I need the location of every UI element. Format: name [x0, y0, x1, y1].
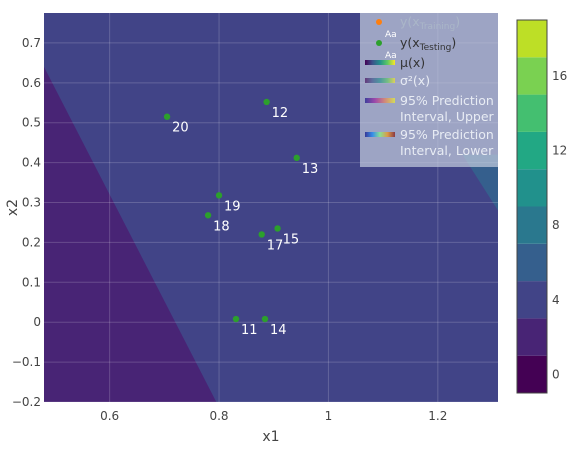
- colorbar-outline: [516, 19, 548, 394]
- legend-label-sub: Testing: [419, 43, 452, 53]
- y-tick-label: −0.1: [12, 355, 41, 369]
- colorbar-band: [517, 355, 547, 393]
- y-tick-label: 0.5: [22, 116, 41, 130]
- x-tick-label: 0.6: [100, 409, 119, 423]
- data-point: [261, 315, 269, 323]
- data-point-label: 12: [272, 106, 289, 121]
- contour-band-low: [44, 66, 217, 402]
- y-tick-label: 0.7: [22, 36, 41, 50]
- legend-label-close: ): [451, 35, 456, 50]
- legend-label: y(xTesting): [400, 35, 456, 53]
- y-tick-label: 0.4: [22, 156, 41, 170]
- legend-label: 95% Prediction: [400, 127, 494, 142]
- colorbar-band: [517, 281, 547, 319]
- legend-swatch: [365, 98, 395, 103]
- legend-swatch: [365, 78, 395, 83]
- data-point: [258, 231, 265, 238]
- y-tick-label: 0.1: [22, 275, 41, 289]
- colorbar-band: [517, 206, 547, 244]
- colorbar-band: [517, 318, 547, 356]
- legend-swatch: [365, 132, 395, 137]
- data-point: [232, 315, 240, 323]
- data-point-label: 18: [213, 219, 230, 234]
- axes: 0.6 0.8 1 1.2 −0.2 −0.1 0 0.1 0.2 0.3 0.4 0.5 0.6 0.7…: [5, 36, 447, 445]
- grid-lines: [44, 13, 498, 402]
- y-axis-title: x2: [5, 199, 21, 216]
- y-tick-label: 0.3: [22, 196, 41, 210]
- data-point: [215, 192, 223, 199]
- colorbar-band: [517, 243, 547, 282]
- y-tick-label: 0: [33, 315, 41, 329]
- colorbar-tick-label: 4: [552, 293, 560, 307]
- legend-marker: [376, 40, 382, 46]
- x-tick-label: 1: [325, 409, 333, 423]
- data-point-label: 11: [241, 323, 258, 338]
- legend-label: 95% Prediction: [400, 93, 494, 108]
- x-tick-label: 0.8: [209, 409, 228, 423]
- colorbar-band: [517, 57, 547, 95]
- legend[interactable]: Aay(xTraining)Aay(xTesting)μ(x)σ²(x)95% …: [360, 13, 498, 167]
- colorbar-band: [517, 94, 547, 132]
- data-point-label: 19: [224, 199, 241, 214]
- data-point: [163, 113, 171, 120]
- legend-label-close: ): [455, 14, 460, 29]
- data-point: [204, 212, 212, 219]
- colorbar: 0 4 8 12 16: [516, 19, 567, 394]
- data-point-label: 20: [172, 121, 189, 136]
- legend-item[interactable]: Aay(xTraining): [376, 14, 460, 40]
- legend-swatch: [365, 60, 395, 65]
- x-axis-title: x1: [262, 429, 279, 445]
- colorbar-tick-label: 8: [552, 218, 560, 232]
- legend-item[interactable]: μ(x): [365, 55, 425, 70]
- data-point-label: 17: [267, 238, 284, 253]
- legend-marker-text: Aa: [385, 30, 397, 40]
- data-point-label: 13: [302, 162, 319, 177]
- colorbar-band: [517, 131, 547, 170]
- colorbar-tick-label: 0: [552, 367, 560, 381]
- legend-label-line2: Interval, Upper: [400, 109, 495, 124]
- x-tick-label: 1.2: [428, 409, 447, 423]
- legend-label-main: y(x: [400, 14, 420, 29]
- legend-label-main: y(x: [400, 35, 420, 50]
- legend-marker-text: Aa: [385, 51, 397, 61]
- y-tick-label: 0.2: [22, 235, 41, 249]
- legend-box: [360, 13, 498, 167]
- y-tick-label: 0.6: [22, 76, 41, 90]
- data-point-label: 14: [270, 323, 287, 338]
- contour-band-high: [462, 154, 498, 211]
- legend-item[interactable]: Aay(xTesting): [376, 35, 456, 61]
- data-point: [274, 225, 281, 232]
- legend-marker: [376, 19, 382, 25]
- legend-label-line2: Interval, Lower: [400, 143, 494, 158]
- legend-item[interactable]: σ²(x): [365, 73, 430, 88]
- y-tick-label: −0.2: [12, 395, 41, 409]
- data-point: [263, 98, 270, 106]
- data-point: [293, 154, 300, 162]
- legend-label-sub: Training: [419, 22, 456, 32]
- colorbar-band: [517, 169, 547, 207]
- data-point-label: 15: [283, 232, 300, 247]
- legend-label: σ²(x): [400, 73, 430, 88]
- legend-label: μ(x): [400, 55, 425, 70]
- colorbar-band: [517, 20, 547, 58]
- legend-label: y(xTraining): [400, 14, 460, 32]
- colorbar-tick-label: 12: [552, 144, 567, 158]
- colorbar-tick-label: 16: [552, 69, 567, 83]
